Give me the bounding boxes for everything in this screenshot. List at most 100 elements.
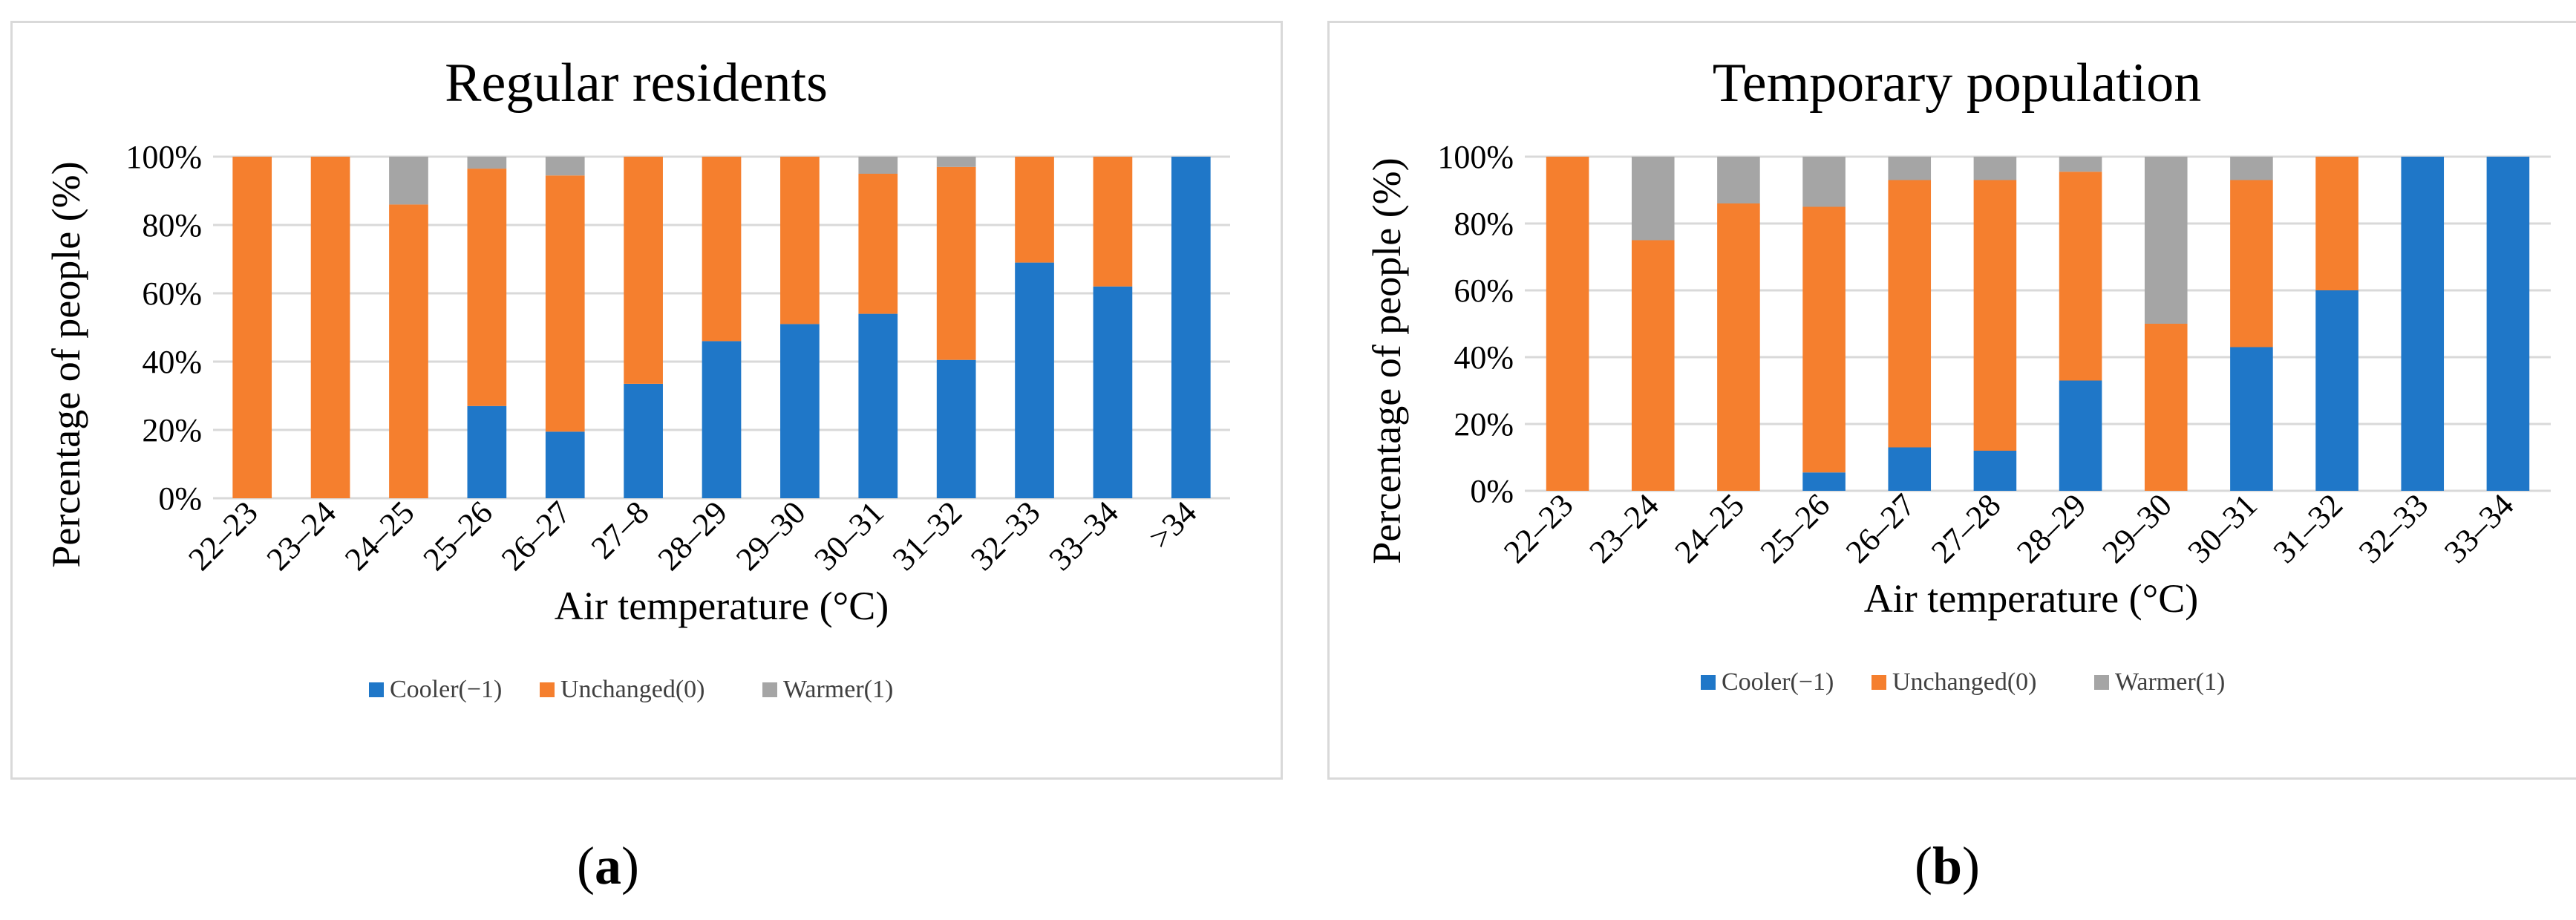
legend-swatch bbox=[762, 682, 777, 697]
bar-segment-cooler bbox=[1093, 286, 1133, 498]
bar-segment-cooler bbox=[780, 324, 820, 498]
bar-segment-unchanged bbox=[780, 157, 820, 324]
bar-segment-cooler bbox=[936, 359, 976, 498]
bar-segment-cooler bbox=[2486, 157, 2530, 491]
legend-swatch bbox=[1871, 675, 1886, 690]
bar-segment-unchanged bbox=[1888, 180, 1932, 448]
bar-segment-unchanged bbox=[1973, 180, 2017, 451]
legend-label: Cooler(−1) bbox=[390, 676, 502, 703]
bar-segment-unchanged bbox=[2059, 172, 2102, 381]
y-tick-label: 20% bbox=[142, 412, 202, 448]
y-tick-label: 0% bbox=[1470, 473, 1514, 509]
bar-segment-unchanged bbox=[389, 204, 428, 498]
x-tick-label: 29–30 bbox=[2095, 486, 2178, 570]
bar-segment-warmer bbox=[936, 157, 976, 167]
chart-title: Regular residents bbox=[445, 53, 828, 114]
y-tick-label: 20% bbox=[1454, 406, 1514, 443]
x-tick-label: 32–33 bbox=[964, 494, 1047, 577]
legend-swatch bbox=[2094, 675, 2109, 690]
bar-segment-warmer bbox=[1888, 157, 1932, 180]
x-tick-label: >34 bbox=[1142, 494, 1203, 555]
bar-segment-unchanged bbox=[624, 157, 663, 384]
chart-title: Temporary population bbox=[1713, 53, 2202, 114]
bar-segment-warmer bbox=[2144, 157, 2188, 324]
x-tick-label: 28–29 bbox=[2010, 486, 2093, 570]
bar-segment-unchanged bbox=[858, 174, 898, 314]
y-tick-label: 0% bbox=[158, 480, 202, 517]
chart-panel-b: Temporary population 0% 20% 40% 60% 80% 100% 22… bbox=[1327, 21, 2576, 780]
chart-a: Regular residents0%20%40%60%80%100%22–23… bbox=[44, 53, 1230, 703]
x-tick-label: 32–33 bbox=[2352, 486, 2435, 570]
x-tick-label: 30–31 bbox=[807, 494, 890, 577]
y-tick-label: 100% bbox=[1437, 139, 1514, 175]
bar-segment-warmer bbox=[1802, 157, 1846, 207]
x-tick-label: 31–32 bbox=[2266, 486, 2350, 570]
bar-segment-unchanged bbox=[702, 157, 742, 342]
legend-label: Unchanged(0) bbox=[560, 676, 705, 703]
bar-segment-cooler bbox=[2059, 380, 2102, 491]
x-tick-label: 30–31 bbox=[2181, 486, 2264, 570]
bar-segment-unchanged bbox=[310, 157, 350, 498]
x-tick-label: 28–29 bbox=[651, 494, 734, 577]
bar-segment-cooler bbox=[2401, 157, 2445, 491]
x-axis-label: Air temperature (°C) bbox=[555, 584, 889, 628]
x-tick-label: 31–32 bbox=[886, 494, 969, 577]
y-tick-label: 60% bbox=[1454, 273, 1514, 309]
subfigure-label-b: (b) bbox=[1914, 836, 1980, 895]
x-tick-label: 26–27 bbox=[494, 494, 578, 577]
x-tick-label: 33–34 bbox=[1042, 494, 1125, 577]
y-tick-label: 80% bbox=[142, 207, 202, 244]
bar-segment-cooler bbox=[1888, 447, 1932, 491]
bar-segment-unchanged bbox=[232, 157, 272, 498]
bar-segment-unchanged bbox=[936, 166, 976, 360]
legend-swatch bbox=[369, 682, 384, 697]
subfigure-label-a: (a) bbox=[577, 836, 639, 895]
bar-segment-cooler bbox=[702, 341, 742, 498]
x-tick-label: 27–8 bbox=[584, 494, 656, 566]
y-axis-label: Percentage of people (%) bbox=[1364, 157, 1409, 564]
bar-segment-cooler bbox=[624, 383, 663, 498]
legend-label: Unchanged(0) bbox=[1892, 668, 2036, 696]
legend-label: Cooler(−1) bbox=[1722, 668, 1834, 696]
y-tick-label: 40% bbox=[142, 344, 202, 380]
bar-segment-unchanged bbox=[2315, 157, 2358, 290]
bar-segment-warmer bbox=[2059, 157, 2102, 172]
bar-segment-cooler bbox=[2315, 290, 2358, 491]
x-tick-label: 24–25 bbox=[1668, 486, 1751, 570]
bar-segment-warmer bbox=[1973, 157, 2017, 180]
bar-segment-warmer bbox=[389, 157, 428, 205]
bar-segment-unchanged bbox=[1631, 240, 1675, 491]
y-tick-label: 100% bbox=[125, 139, 202, 175]
bar-segment-warmer bbox=[545, 157, 585, 176]
bar-segment-cooler bbox=[545, 431, 585, 498]
x-tick-label: 23–24 bbox=[1582, 486, 1665, 570]
bar-segment-warmer bbox=[2230, 157, 2273, 180]
bar-segment-cooler bbox=[1973, 451, 2017, 491]
bar-segment-warmer bbox=[858, 157, 898, 174]
x-tick-label: 29–30 bbox=[729, 494, 812, 577]
bar-segment-unchanged bbox=[2230, 180, 2273, 348]
legend-label: Warmer(1) bbox=[783, 676, 893, 703]
legend-swatch bbox=[1701, 675, 1716, 690]
x-tick-label: 27–28 bbox=[1924, 486, 2007, 570]
x-tick-label: 33–34 bbox=[2437, 486, 2520, 570]
bar-segment-unchanged bbox=[2144, 324, 2188, 491]
x-tick-label: 26–27 bbox=[1839, 486, 1922, 570]
x-tick-label: 25–26 bbox=[1753, 486, 1837, 570]
bar-segment-unchanged bbox=[1015, 157, 1054, 263]
bar-segment-unchanged bbox=[1717, 203, 1760, 491]
x-tick-label: 25–26 bbox=[416, 494, 499, 577]
bar-segment-warmer bbox=[1717, 157, 1760, 203]
x-tick-label: 24–25 bbox=[338, 494, 421, 577]
bar-segment-unchanged bbox=[1093, 157, 1133, 287]
bar-segment-cooler bbox=[2230, 347, 2273, 491]
bar-segment-unchanged bbox=[545, 175, 585, 432]
bar-segment-unchanged bbox=[1802, 206, 1846, 473]
legend-swatch bbox=[540, 682, 555, 697]
x-tick-label: 23–24 bbox=[260, 494, 343, 577]
y-axis-label: Percentage of people (%) bbox=[44, 161, 88, 567]
bar-segment-cooler bbox=[858, 313, 898, 498]
x-axis-label: Air temperature (°C) bbox=[1864, 576, 2198, 621]
y-tick-label: 40% bbox=[1454, 339, 1514, 376]
bar-segment-cooler bbox=[1171, 157, 1211, 498]
